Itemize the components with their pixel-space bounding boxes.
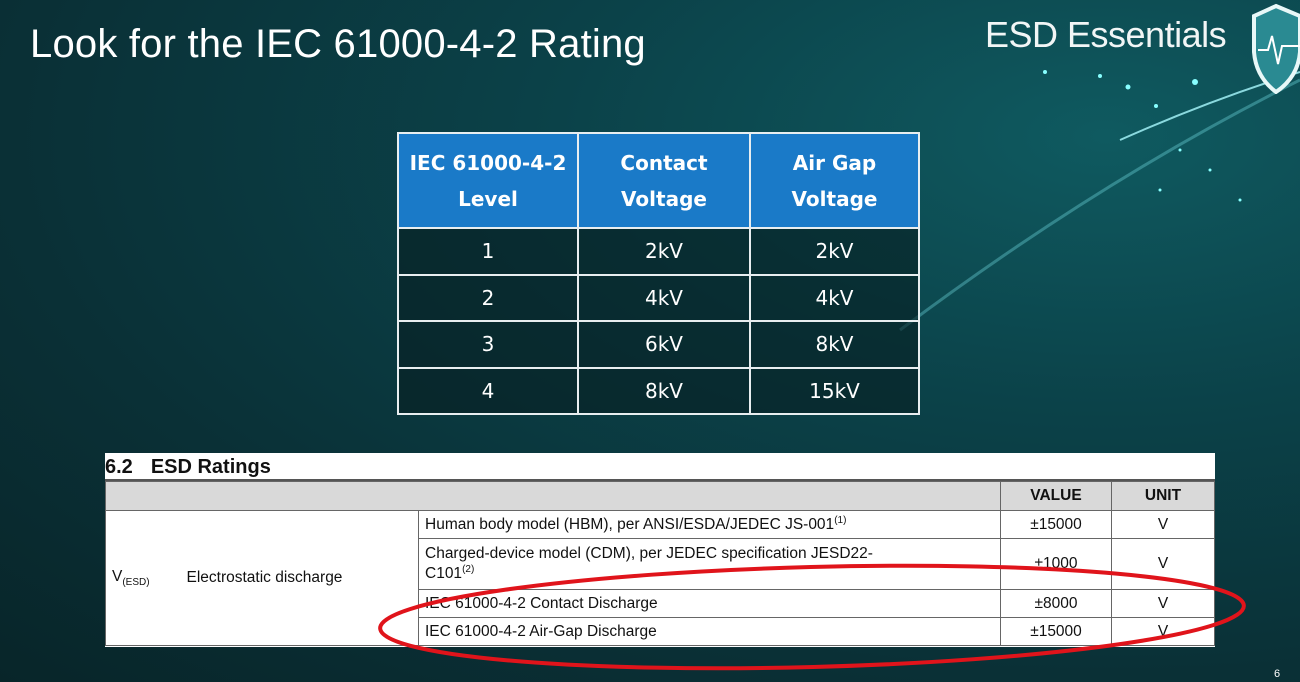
table-row: 3 6kV 8kV <box>397 320 920 369</box>
condition-cell: Charged-device model (CDM), per JEDEC sp… <box>418 538 1001 590</box>
table-row: 2 4kV 4kV <box>397 273 920 322</box>
unit-cell: V <box>1111 617 1215 646</box>
brand-name: ESD Essentials <box>985 14 1227 55</box>
condition-cell: IEC 61000-4-2 Contact Discharge <box>418 589 1001 618</box>
air-gap-cell: 8kV <box>749 320 920 369</box>
header-value: VALUE <box>1000 481 1112 511</box>
value-cell: ±15000 <box>1000 617 1112 646</box>
page-number: 6 <box>1274 668 1281 680</box>
air-gap-cell: 4kV <box>749 273 920 322</box>
air-gap-cell: 15kV <box>749 366 920 415</box>
level-cell: 2 <box>397 273 579 322</box>
contact-cell: 8kV <box>577 366 751 415</box>
contact-cell: 4kV <box>577 273 751 322</box>
parameter-cell: Electrostatic discharge <box>180 510 419 646</box>
level-cell: 3 <box>397 320 579 369</box>
value-cell: ±15000 <box>1000 510 1112 539</box>
air-gap-cell: 2kV <box>749 227 920 276</box>
section-heading: 6.2 ESD Ratings <box>105 453 1215 481</box>
level-cell: 1 <box>397 227 579 276</box>
esd-ratings-table: VALUE UNIT V(ESD) Electrostatic discharg… <box>105 481 1215 646</box>
iec-level-table: IEC 61000-4-2 Level Contact Voltage Air Ga… <box>397 132 920 415</box>
esd-ratings-datasheet: 6.2 ESD Ratings VALUE UNIT V(ESD) Electro… <box>105 453 1215 647</box>
condition-cell: IEC 61000-4-2 Air-Gap Discharge <box>418 617 1001 646</box>
unit-cell: V <box>1111 510 1215 539</box>
level-cell: 4 <box>397 366 579 415</box>
table-row: 4 8kV 15kV <box>397 366 920 415</box>
unit-cell: V <box>1111 538 1215 590</box>
value-cell: ±1000 <box>1000 538 1112 590</box>
unit-cell: V <box>1111 589 1215 618</box>
shield-heartbeat-icon <box>1252 3 1300 94</box>
contact-cell: 2kV <box>577 227 751 276</box>
table-row: 1 2kV 2kV <box>397 227 920 276</box>
contact-cell: 6kV <box>577 320 751 369</box>
slide-title: Look for the IEC 61000-4-2 Rating <box>30 22 646 66</box>
symbol-cell: V(ESD) <box>105 510 181 646</box>
value-cell: ±8000 <box>1000 589 1112 618</box>
table-row: V(ESD) Electrostatic discharge Human bod… <box>105 510 1215 646</box>
header-air-gap-voltage: Air Gap Voltage <box>749 132 920 229</box>
header-contact-voltage: Contact Voltage <box>577 132 751 229</box>
table-header-row: VALUE UNIT <box>105 481 1215 511</box>
table-header-row: IEC 61000-4-2 Level Contact Voltage Air Ga… <box>397 132 920 229</box>
header-level: IEC 61000-4-2 Level <box>397 132 579 229</box>
condition-cell: Human body model (HBM), per ANSI/ESDA/JE… <box>418 510 1001 539</box>
header-unit: UNIT <box>1111 481 1215 511</box>
